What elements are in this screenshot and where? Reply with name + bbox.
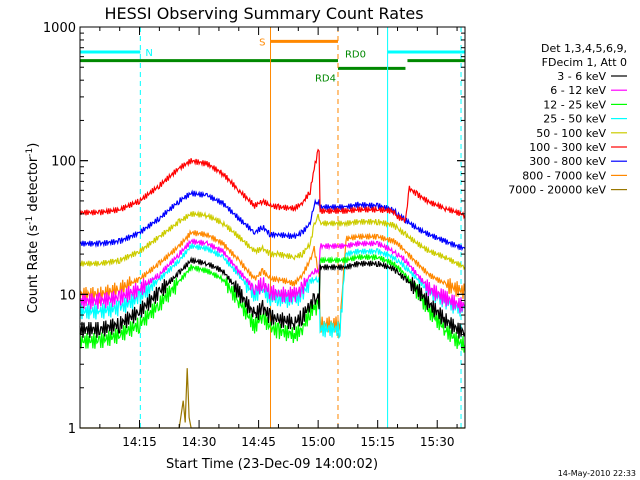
x-tick-label-45: 14:45 xyxy=(241,435,276,449)
y-axis-title-main: Count Rate (s xyxy=(26,225,41,314)
legend-label-25-50-kev: 25 - 50 keV xyxy=(543,113,606,126)
x-tick-label-60: 15:00 xyxy=(301,435,336,449)
legend-label-300-800-kev: 300 - 800 keV xyxy=(529,155,606,168)
series-line-3-6-kev xyxy=(79,256,466,339)
y-axis-title-sup2: -1 xyxy=(25,148,35,157)
plot-frame xyxy=(79,26,466,429)
x-axis-title: Start Time (23-Dec-09 14:00:02) xyxy=(166,457,378,472)
legend-label-800-7000-kev: 800 - 7000 keV xyxy=(522,169,606,182)
observing-flags: N S RD0 RD4 xyxy=(80,37,465,84)
legend: Det 1,3,4,5,6,9, FDecim 1, Att 0 3 - 6 k… xyxy=(508,42,627,197)
legend-label-50-100-kev: 50 - 100 keV xyxy=(536,127,606,140)
legend-label-3-6-kev: 3 - 6 keV xyxy=(557,70,606,83)
y-axis-title-end: ) xyxy=(26,143,41,148)
series-line-50-100-kev xyxy=(79,210,466,271)
y-tick-label-100: 100 xyxy=(51,155,76,170)
legend-label-7000-20000-kev: 7000 - 20000 keV xyxy=(508,184,606,197)
y-axis: 1 10 100 1000 xyxy=(43,21,465,437)
x-axis: 14:15 14:30 14:45 15:00 15:15 15:30 xyxy=(79,27,458,449)
y-tick-label-10: 10 xyxy=(59,288,76,303)
y-axis-title: Count Rate (s-1 detector-1) xyxy=(25,143,41,314)
flag-label-s: S xyxy=(259,37,265,48)
flag-label-n: N xyxy=(145,48,152,59)
legend-header-2: FDecim 1, Att 0 xyxy=(542,56,627,69)
series-line-100-300-kev xyxy=(79,148,466,224)
legend-label-6-12-kev: 6 - 12 keV xyxy=(550,84,606,97)
y-tick-label-1: 1 xyxy=(68,422,76,437)
y-axis-title-sup1: -1 xyxy=(25,216,35,225)
series-line-12-25-kev xyxy=(79,253,466,353)
date-stamp: 14-May-2010 22:33 xyxy=(558,469,636,478)
y-tick-label-1000: 1000 xyxy=(43,21,76,36)
x-tick-label-75: 15:15 xyxy=(360,435,395,449)
x-tick-label-30: 14:30 xyxy=(182,435,217,449)
legend-label-12-25-kev: 12 - 25 keV xyxy=(543,98,606,111)
legend-label-100-300-kev: 100 - 300 keV xyxy=(529,141,606,154)
flag-label-rd4: RD4 xyxy=(315,73,336,84)
x-tick-label-15: 14:15 xyxy=(122,435,157,449)
flag-label-rd0: RD0 xyxy=(345,50,366,61)
chart-title: HESSI Observing Summary Count Rates xyxy=(104,4,423,23)
x-tick-label-90: 15:30 xyxy=(420,435,455,449)
y-axis-title-mid: detector xyxy=(26,156,41,216)
vertical-markers xyxy=(139,27,462,428)
legend-header-1: Det 1,3,4,5,6,9, xyxy=(541,42,627,55)
series-lines xyxy=(79,148,466,429)
series-line-800-7000-kev xyxy=(79,229,466,333)
series-line-6-12-kev xyxy=(80,238,466,314)
